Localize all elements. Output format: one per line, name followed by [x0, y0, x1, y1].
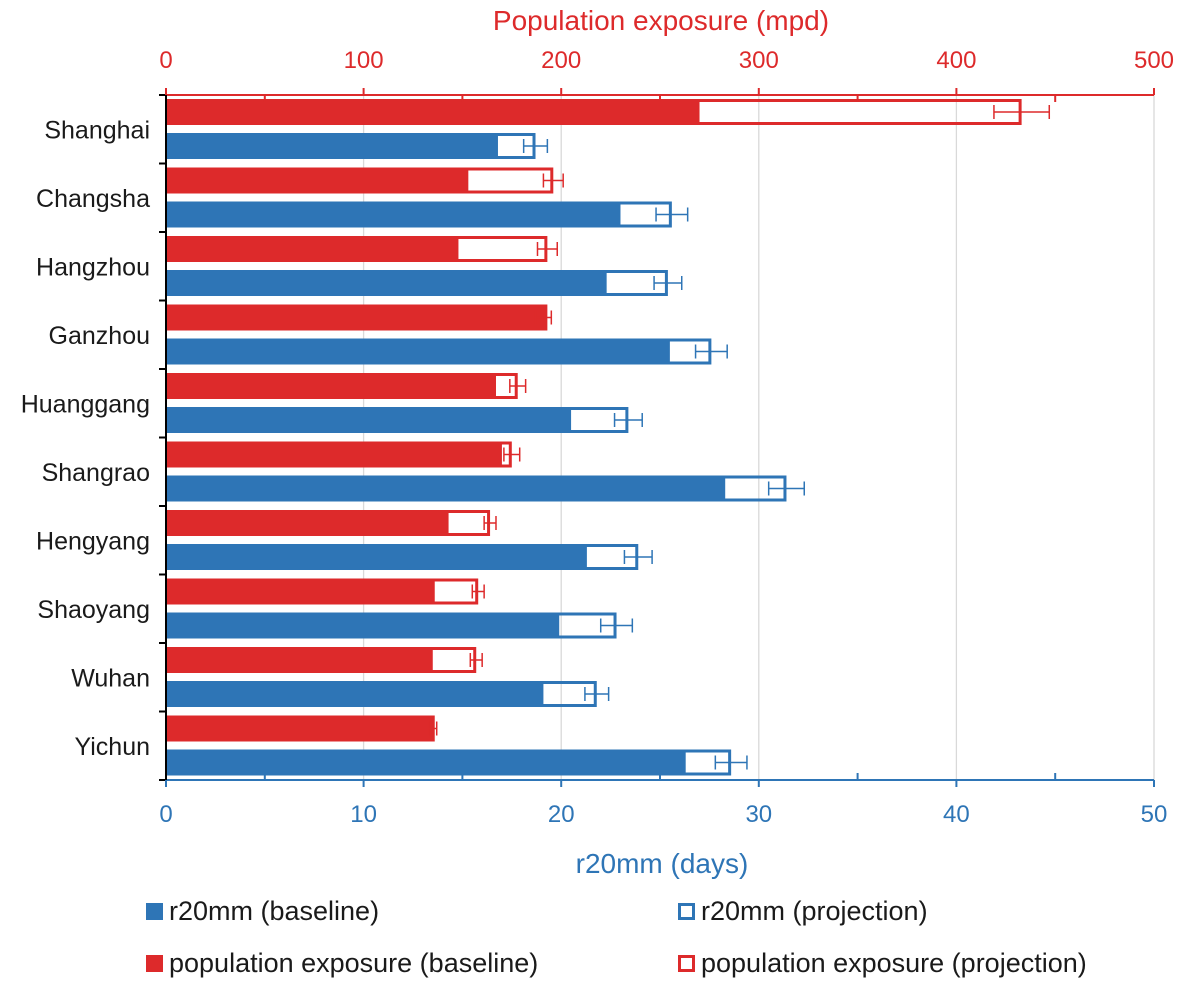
- bar-r20mm-baseline: [166, 544, 587, 570]
- bottom-tick-label: 20: [548, 801, 575, 828]
- top-axis-title: Population exposure (mpd): [493, 5, 829, 36]
- legend-swatch-outline-blue: [678, 903, 695, 920]
- legend-label: r20mm (baseline): [169, 896, 380, 926]
- bar-r20mm-baseline: [166, 681, 544, 707]
- bar-r20mm-baseline: [166, 612, 560, 639]
- bar-exposure-baseline: [166, 647, 433, 673]
- legend-swatch-outline-red: [678, 955, 695, 972]
- bottom-tick-label: 0: [159, 801, 172, 828]
- bottom-tick-label: 10: [350, 801, 377, 828]
- bar-r20mm-baseline: [166, 407, 572, 433]
- legend-swatch-filled-red: [146, 955, 163, 972]
- legend-swatch-filled-blue: [146, 903, 163, 920]
- bar-exposure-baseline: [166, 236, 459, 262]
- top-tick-label: 200: [541, 47, 581, 74]
- top-tick-label: 500: [1134, 47, 1174, 74]
- top-tick-label: 400: [936, 47, 976, 74]
- legend-label: population exposure (projection): [701, 948, 1087, 978]
- bar-exposure-baseline: [166, 167, 469, 194]
- bar-r20mm-baseline: [166, 475, 726, 502]
- category-label: Hangzhou: [36, 253, 150, 281]
- category-label: Changsha: [36, 185, 150, 213]
- axis-layer: 0 100 200 300 400 500 0 10 20 30 40 50 Shanghai Chang…: [21, 47, 1174, 828]
- category-label: Hengyang: [36, 527, 150, 555]
- grid-layer: [362, 95, 1155, 780]
- legend-item-r20mm-projection: r20mm (projection): [678, 896, 928, 927]
- bottom-tick-label: 40: [943, 801, 970, 828]
- bottom-axis-title: r20mm (days): [576, 848, 749, 879]
- bar-exposure-baseline: [166, 441, 502, 468]
- category-label: Shangrao: [42, 459, 150, 487]
- top-tick-label: 100: [344, 47, 384, 74]
- bar-exposure-baseline: [166, 715, 435, 742]
- bar-exposure-baseline: [166, 99, 700, 125]
- bottom-tick-label: 50: [1141, 801, 1168, 828]
- bar-r20mm-baseline: [166, 749, 686, 776]
- top-tick-label: 0: [159, 47, 172, 74]
- category-label: Yichun: [74, 733, 150, 761]
- legend-item-r20mm-baseline: r20mm (baseline): [146, 896, 379, 927]
- top-tick-label: 300: [739, 47, 779, 74]
- category-label: Wuhan: [71, 664, 150, 692]
- category-label: Shanghai: [44, 116, 150, 144]
- bar-layer: [166, 99, 1051, 776]
- legend-label: r20mm (projection): [701, 896, 928, 926]
- legend-label: population exposure (baseline): [169, 948, 539, 978]
- category-label: Huanggang: [21, 390, 150, 418]
- category-label: Shaoyang: [37, 596, 150, 624]
- bottom-tick-label: 30: [745, 801, 772, 828]
- legend-item-exposure-projection: population exposure (projection): [678, 948, 1087, 979]
- bar-r20mm-baseline: [166, 133, 498, 159]
- bar-exposure-baseline: [166, 304, 548, 331]
- bar-exposure-baseline: [166, 578, 435, 605]
- bar-exposure-baseline: [166, 373, 496, 399]
- bar-exposure-baseline: [166, 510, 449, 536]
- bar-r20mm-baseline: [166, 338, 670, 365]
- category-label: Ganzhou: [49, 322, 150, 350]
- bar-r20mm-baseline: [166, 270, 607, 296]
- bar-r20mm-baseline: [166, 201, 621, 228]
- legend-item-exposure-baseline: population exposure (baseline): [146, 948, 538, 979]
